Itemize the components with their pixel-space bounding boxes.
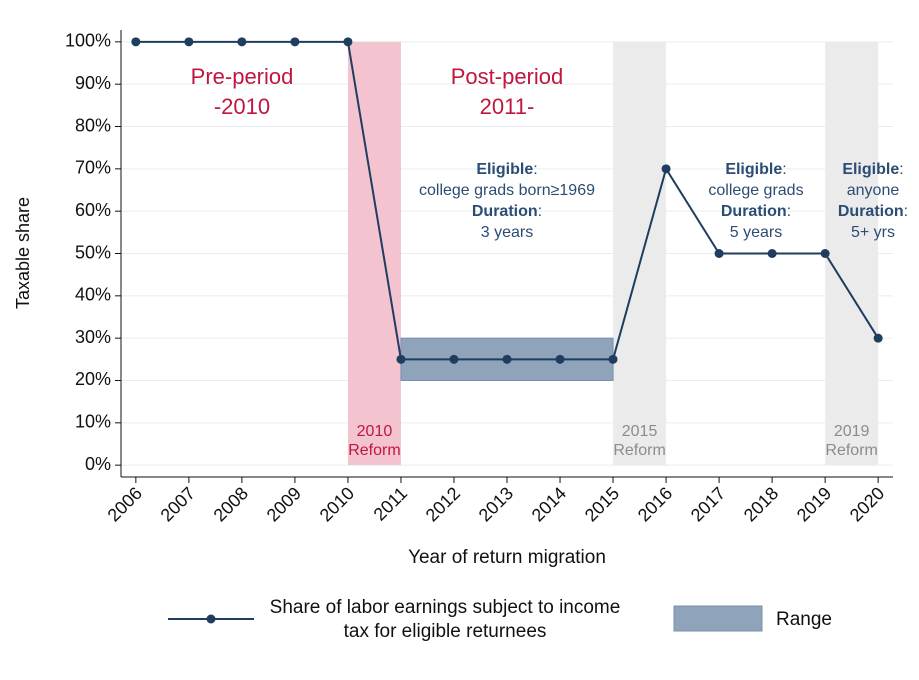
annotation: 5 years	[730, 224, 782, 241]
annotation-part: :	[538, 203, 542, 220]
annotation-part: :	[533, 161, 537, 178]
annotation: -2010	[214, 94, 270, 119]
annotation-part: 3 years	[481, 224, 533, 241]
x-tick-label: 2012	[422, 483, 464, 525]
x-tick-label: 2020	[846, 483, 888, 525]
x-axis-title: Year of return migration	[408, 547, 606, 568]
annotation: Eligible:	[725, 161, 786, 178]
x-tick-label: 2007	[157, 483, 199, 525]
annotation: Eligible:	[476, 161, 537, 178]
annotation-part: Duration	[472, 203, 538, 220]
annotation-part: college grads	[708, 182, 803, 199]
x-tick-label: 2011	[370, 483, 412, 525]
x-tick-label: 2015	[581, 483, 623, 525]
x-tick-label: 2006	[104, 483, 146, 525]
data-point	[184, 37, 194, 47]
y-tick-label: 20%	[75, 369, 111, 389]
reform-band	[825, 41, 879, 466]
annotation-part: :	[787, 203, 791, 220]
data-point	[396, 354, 406, 364]
x-tick-label: 2019	[793, 483, 835, 525]
data-point	[714, 249, 724, 258]
annotation-part: Duration	[721, 203, 787, 220]
annotation-part: Duration	[838, 203, 904, 220]
legend-label: Share of labor earnings subject to incom…	[269, 597, 621, 642]
y-tick-label: 0%	[85, 454, 111, 474]
y-tick-label: 50%	[75, 242, 111, 262]
y-tick-label: 90%	[75, 73, 111, 93]
x-tick-label: 2016	[634, 483, 676, 525]
legend-swatch	[673, 605, 763, 632]
data-point	[608, 354, 618, 364]
annotation: anyone	[847, 182, 900, 199]
x-tick-label: 2017	[687, 483, 729, 525]
annotation: Pre-period	[191, 64, 294, 89]
y-tick-label: 60%	[75, 200, 111, 220]
x-tick-label: 2014	[528, 483, 570, 525]
annotation: Eligible:	[842, 161, 903, 178]
annotation: 3 years	[481, 224, 533, 241]
reform-label: 2015	[622, 423, 658, 440]
annotation: 2011-	[480, 94, 535, 119]
reform-label: Reform	[613, 442, 665, 459]
data-point	[502, 354, 512, 364]
annotation: college grads	[708, 182, 803, 199]
reform-label: 2010	[357, 423, 393, 440]
x-tick-label: 2013	[475, 483, 517, 525]
legend-marker	[206, 614, 216, 624]
data-point	[661, 164, 671, 174]
reform-label: 2019	[834, 423, 870, 440]
annotation-part: Eligible	[476, 161, 533, 178]
annotation: Post-period	[451, 64, 564, 89]
annotation-part: 5+ yrs	[851, 224, 895, 241]
annotation-part: :	[782, 161, 786, 178]
x-tick-label: 2018	[740, 483, 782, 525]
annotation-part: 5 years	[730, 224, 782, 241]
reform-label: Reform	[348, 442, 400, 459]
reform-band	[613, 41, 667, 466]
data-point	[343, 37, 353, 47]
data-point	[555, 354, 565, 364]
x-tick-label: 2009	[263, 483, 305, 525]
x-tick-label: 2010	[316, 483, 358, 525]
data-point	[131, 37, 141, 47]
reform-band	[347, 41, 401, 466]
y-tick-label: 10%	[75, 412, 111, 432]
y-tick-label: 70%	[75, 158, 111, 178]
y-tick-label: 30%	[75, 327, 111, 347]
reform-label: Reform	[825, 442, 877, 459]
data-point	[820, 249, 830, 258]
legend-label: Range	[776, 609, 832, 630]
annotation: Duration:	[721, 203, 791, 220]
annotation-part: anyone	[847, 182, 900, 199]
annotation: Duration:	[472, 203, 542, 220]
y-axis-title: Taxable share	[13, 197, 33, 309]
y-tick-label: 40%	[75, 285, 111, 305]
data-point	[767, 249, 777, 258]
x-tick-label: 2008	[210, 483, 252, 525]
annotation: college grads born≥1969	[419, 182, 595, 199]
annotation: 5+ yrs	[851, 224, 895, 241]
data-point	[873, 333, 883, 343]
annotation-part: :	[904, 203, 908, 220]
annotation-part: :	[899, 161, 903, 178]
data-point	[237, 37, 247, 47]
annotation-part: college grads born≥1969	[419, 182, 595, 199]
y-tick-label: 80%	[75, 115, 111, 135]
data-point	[449, 354, 459, 364]
data-point	[290, 37, 300, 47]
series-line	[135, 40, 880, 361]
y-tick-label: 100%	[65, 31, 111, 51]
annotation-part: Eligible	[842, 161, 899, 178]
annotation-part: Eligible	[725, 161, 782, 178]
annotation: Duration:	[838, 203, 908, 220]
